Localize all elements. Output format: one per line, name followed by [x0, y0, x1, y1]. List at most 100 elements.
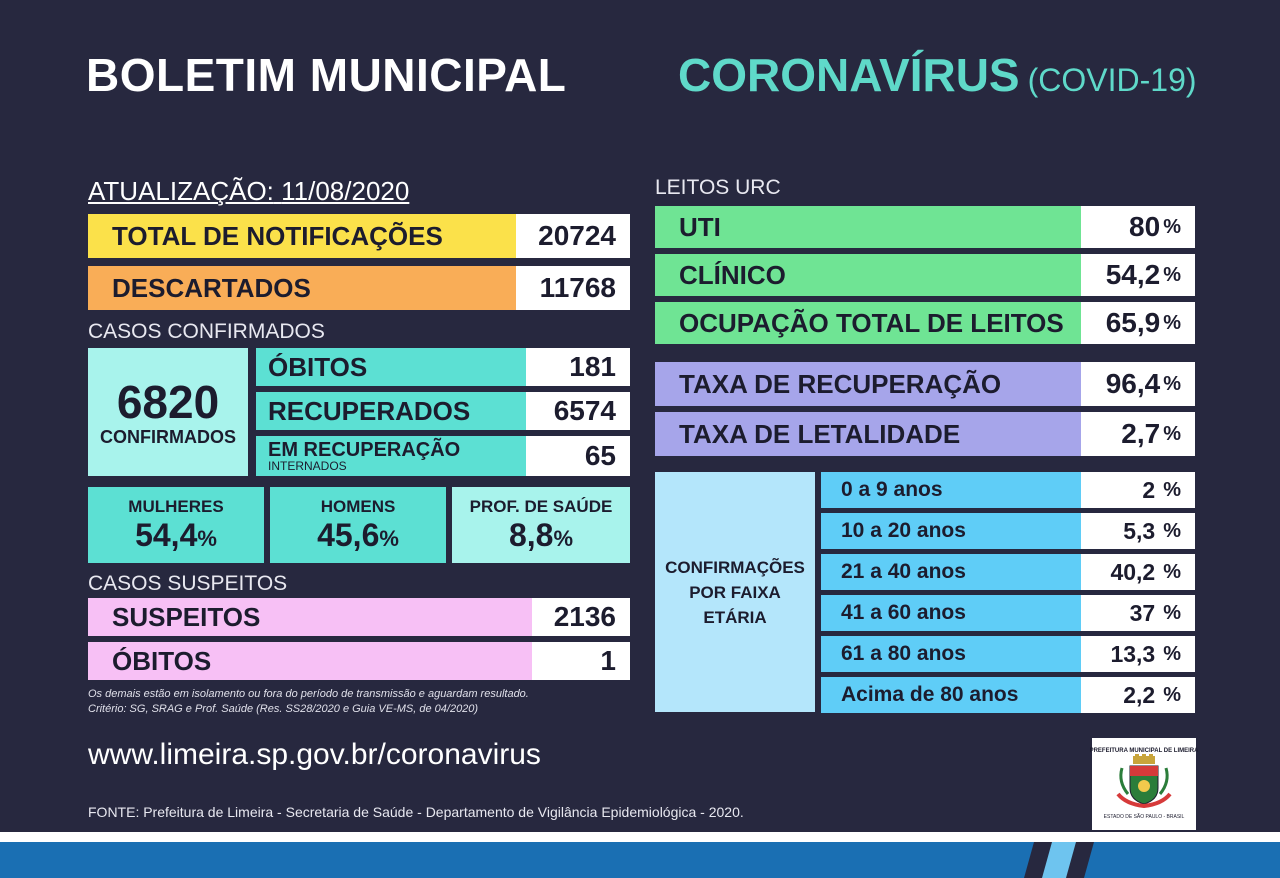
age-row-2: 21 a 40 anos 40,2% — [821, 554, 1195, 590]
prof-saude-box: PROF. DE SAÚDE 8,8% — [452, 487, 630, 563]
obitos-suspeitos-label: ÓBITOS — [88, 642, 532, 680]
ocupacao-total-row: OCUPAÇÃO TOTAL DE LEITOS 65,9% — [655, 302, 1195, 344]
suspeitos-value: 2136 — [532, 598, 630, 636]
age-row-value: 5,3 — [1123, 517, 1156, 544]
age-row-1: 10 a 20 anos 5,3% — [821, 513, 1195, 549]
homens-pct: % — [379, 525, 399, 551]
ocupacao-total-value-cell: 65,9% — [1081, 302, 1195, 344]
em-recuperacao-cell: EM RECUPERAÇÃO INTERNADOS — [256, 436, 526, 476]
uti-pct: % — [1163, 215, 1181, 238]
age-row-pct: % — [1163, 642, 1181, 665]
clinico-label: CLÍNICO — [655, 254, 1081, 296]
age-row-pct: % — [1163, 601, 1181, 624]
footer-stripes — [0, 842, 1280, 878]
faixa-etaria-box: CONFIRMAÇÕES POR FAIXA ETÁRIA — [655, 472, 815, 712]
obitos-suspeitos-value: 1 — [532, 642, 630, 680]
update-label: ATUALIZAÇÃO: — [88, 176, 274, 206]
title-covid-tag: (COVID-19) — [1027, 62, 1197, 98]
ocupacao-total-label: OCUPAÇÃO TOTAL DE LEITOS — [655, 302, 1081, 344]
prefeitura-logo: PREFEITURA MUNICIPAL DE LIMEIRA ESTADO D… — [1089, 738, 1199, 830]
uti-label: UTI — [655, 206, 1081, 248]
confirmados-box: 6820 CONFIRMADOS — [88, 348, 248, 476]
clinico-value: 54,2 — [1105, 259, 1161, 290]
recuperados-label: RECUPERADOS — [256, 392, 526, 430]
age-row-3: 41 a 60 anos 37% — [821, 595, 1195, 631]
taxa-recuperacao-value-cell: 96,4% — [1081, 362, 1195, 406]
faixa-etaria-label-1: CONFIRMAÇÕES — [665, 557, 805, 577]
page-subtitle: CORONAVÍRUS (COVID-19) — [678, 48, 1197, 102]
age-row-value: 2 — [1142, 476, 1156, 503]
uti-row: UTI 80% — [655, 206, 1195, 248]
taxa-letalidade-label: TAXA DE LETALIDADE — [655, 412, 1081, 456]
taxa-recuperacao-pct: % — [1163, 372, 1181, 395]
uti-value: 80 — [1129, 211, 1161, 242]
mulheres-value: 54,4 — [135, 516, 198, 553]
logo-top-text: PREFEITURA MUNICIPAL DE LIMEIRA — [1089, 748, 1199, 754]
taxa-recuperacao-row: TAXA DE RECUPERAÇÃO 96,4% — [655, 362, 1195, 406]
title-coronavirus: CORONAVÍRUS — [678, 49, 1020, 101]
age-row-label: 21 a 40 anos — [821, 554, 1081, 590]
em-recuperacao-label: EM RECUPERAÇÃO — [268, 438, 461, 461]
age-row-label: Acima de 80 anos — [821, 677, 1081, 713]
em-recuperacao-sub: INTERNADOS — [268, 458, 347, 473]
casos-confirmados-label: CASOS CONFIRMADOS — [88, 320, 325, 343]
taxa-recuperacao-label: TAXA DE RECUPERAÇÃO — [655, 362, 1081, 406]
recuperados-row: RECUPERADOS 6574 — [256, 392, 630, 430]
footnote-2: Critério: SG, SRAG e Prof. Saúde (Res. S… — [88, 703, 479, 715]
taxa-letalidade-value-cell: 2,7% — [1081, 412, 1195, 456]
age-row-label: 41 a 60 anos — [821, 595, 1081, 631]
prof-saude-pct: % — [553, 525, 574, 551]
age-row-label: 0 a 9 anos — [821, 472, 1081, 508]
em-recuperacao-value: 65 — [526, 436, 630, 476]
clinico-pct: % — [1163, 263, 1181, 286]
casos-suspeitos-label: CASOS SUSPEITOS — [88, 572, 288, 595]
footer-stripe-white — [0, 832, 1280, 842]
leitos-urc-label: LEITOS URC — [655, 176, 781, 199]
confirmados-value: 6820 — [116, 375, 220, 428]
obitos-confirmados-label: ÓBITOS — [256, 348, 526, 386]
page-title: BOLETIM MUNICIPAL — [86, 49, 567, 101]
em-recuperacao-row: EM RECUPERAÇÃO INTERNADOS 65 — [256, 436, 630, 476]
prof-saude-value: 8,8 — [508, 516, 554, 553]
faixa-etaria-label-3: ETÁRIA — [703, 607, 767, 627]
age-row-value-cell: 13,3% — [1081, 636, 1195, 672]
age-row-0: 0 a 9 anos 2% — [821, 472, 1195, 508]
age-row-4: 61 a 80 anos 13,3% — [821, 636, 1195, 672]
age-row-pct: % — [1163, 478, 1181, 501]
descartados-label: DESCARTADOS — [88, 266, 516, 310]
clinico-row: CLÍNICO 54,2% — [655, 254, 1195, 296]
age-row-pct: % — [1163, 683, 1181, 706]
confirmados-label: CONFIRMADOS — [100, 426, 236, 447]
total-notificacoes-label: TOTAL DE NOTIFICAÇÕES — [88, 214, 516, 258]
age-row-pct: % — [1163, 519, 1181, 542]
footnote-1: Os demais estão em isolamento ou fora do… — [88, 688, 529, 700]
age-row-value-cell: 2% — [1081, 472, 1195, 508]
age-row-value: 37 — [1129, 599, 1156, 626]
homens-box: HOMENS 45,6% — [270, 487, 446, 563]
faixa-etaria-label-2: POR FAIXA — [689, 582, 781, 602]
website-link[interactable]: www.limeira.sp.gov.br/coronavirus — [88, 738, 541, 771]
taxa-letalidade-row: TAXA DE LETALIDADE 2,7% — [655, 412, 1195, 456]
age-row-pct: % — [1163, 560, 1181, 583]
update-value: 11/08/2020 — [281, 176, 410, 206]
homens-label: HOMENS — [320, 496, 396, 516]
clinico-value-cell: 54,2% — [1081, 254, 1195, 296]
mulheres-box: MULHERES 54,4% — [88, 487, 264, 563]
age-row-value-cell: 5,3% — [1081, 513, 1195, 549]
homens-value-wrap: 45,6% — [317, 517, 399, 554]
age-row-value: 2,2 — [1123, 681, 1156, 708]
prof-saude-value-wrap: 8,8% — [509, 517, 573, 554]
age-row-5: Acima de 80 anos 2,2% — [821, 677, 1195, 713]
age-row-value-cell: 40,2% — [1081, 554, 1195, 590]
uti-value-cell: 80% — [1081, 206, 1195, 248]
homens-value: 45,6 — [317, 516, 380, 553]
prof-saude-label: PROF. DE SAÚDE — [469, 496, 613, 516]
obitos-confirmados-row: ÓBITOS 181 — [256, 348, 630, 386]
age-row-value: 40,2 — [1110, 558, 1156, 585]
mulheres-pct: % — [197, 525, 217, 551]
mulheres-label: MULHERES — [128, 496, 224, 516]
age-row-value-cell: 2,2% — [1081, 677, 1195, 713]
coat-of-arms-icon — [1116, 754, 1172, 809]
age-row-value: 13,3 — [1110, 640, 1156, 667]
age-row-label: 10 a 20 anos — [821, 513, 1081, 549]
